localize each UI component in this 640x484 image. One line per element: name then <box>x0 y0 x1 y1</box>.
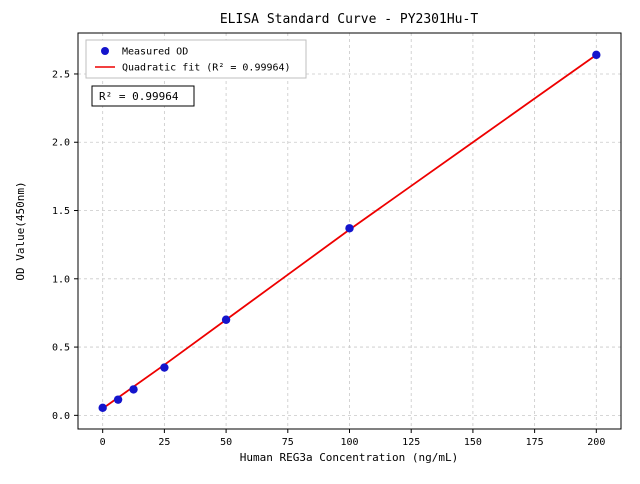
y-tick-label: 1.5 <box>52 206 70 217</box>
measured-od-point <box>113 395 123 404</box>
x-tick-label: 50 <box>220 437 232 448</box>
x-axis-label: Human REG3a Concentration (ng/mL) <box>240 451 459 464</box>
x-tick-label: 75 <box>282 437 294 448</box>
measured-od-point <box>129 385 138 394</box>
measured-od-point <box>345 224 354 233</box>
measured-od-point <box>592 50 601 60</box>
legend-label-measured-od: Measured OD <box>122 47 188 58</box>
legend: Measured OD Quadratic fit (R² = 0.99964) <box>85 39 307 79</box>
legend-label-quadratic-fit: Quadratic fit (R² = 0.99964) <box>122 63 291 74</box>
y-tick-label: 1.0 <box>52 274 70 285</box>
measured-od-point <box>98 403 107 413</box>
x-tick-label: 25 <box>158 437 170 448</box>
chart-title: ELISA Standard Curve - PY2301Hu-T <box>220 12 478 27</box>
x-tick-label: 125 <box>402 437 420 448</box>
r-squared-box <box>91 85 195 107</box>
y-tick-label: 2.5 <box>52 69 70 80</box>
legend-marker-measured-od <box>101 47 109 55</box>
data-series <box>98 50 601 413</box>
x-tick-label: 0 <box>100 437 106 448</box>
r-squared-text: R² = 0.99964 <box>99 90 179 103</box>
r-squared-annotation: R² = 0.99964 <box>91 85 195 107</box>
x-tick-label: 100 <box>340 437 358 448</box>
x-tick-label: 175 <box>526 437 544 448</box>
measured-od-point <box>160 363 169 372</box>
y-tick-label: 0.0 <box>52 411 70 422</box>
x-tick-label: 200 <box>587 437 605 448</box>
axis-ticks: 0 25 50 75 100 125 150 175 200 0.0 0.5 1.0 1.5 2.0 2.5 <box>52 69 605 448</box>
y-axis-label: OD Value(450nm) <box>14 181 27 280</box>
y-tick-label: 2.0 <box>52 138 70 149</box>
legend-box <box>85 39 307 79</box>
y-tick-label: 0.5 <box>52 343 70 354</box>
x-tick-label: 150 <box>464 437 482 448</box>
measured-od-point <box>221 315 231 324</box>
